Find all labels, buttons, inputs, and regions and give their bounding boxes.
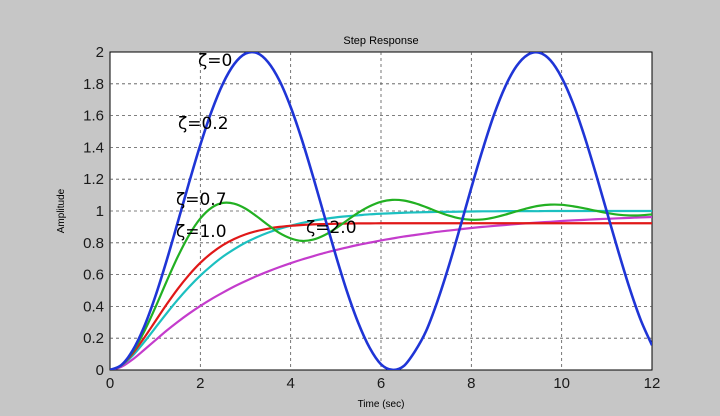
y-tick-label: 1: [96, 203, 104, 220]
annotation-zeta-0.7: ζ=0.7: [176, 190, 227, 210]
y-tick-label: 0.6: [83, 267, 104, 284]
annotation-zeta-0.2: ζ=0.2: [178, 114, 229, 134]
y-tick-label: 1.8: [83, 76, 104, 93]
annotation-zeta-0: ζ=0: [198, 51, 232, 71]
series-line-4: [110, 215, 652, 370]
series-group: [110, 52, 652, 370]
annotation-zeta-1.0: ζ=1.0: [176, 222, 227, 242]
chart-title: Step Response: [343, 35, 418, 47]
y-axis-label: Amplitude: [56, 188, 67, 233]
y-tick-label: 1.6: [83, 108, 104, 125]
tick-labels: 0 2 4 6 8 10 12 0 0.2 0.4 0.6 0.8 1 1.2 1.4 1.6 1.8 2: [83, 44, 660, 392]
curve-annotations: ζ=0 ζ=0.2 ζ=0.7 ζ=1.0 ζ=2.0: [176, 51, 357, 242]
x-tick-label: 2: [196, 375, 204, 392]
y-tick-label: 0.4: [83, 298, 104, 315]
x-tick-label: 8: [467, 375, 475, 392]
series-line-1: [110, 198, 652, 370]
x-tick-label: 6: [377, 375, 385, 392]
x-tick-label: 0: [106, 375, 114, 392]
x-axis-label: Time (sec): [358, 399, 405, 410]
y-tick-label: 2: [96, 44, 104, 61]
series-line-3: [110, 209, 652, 370]
y-tick-label: 1.2: [83, 171, 104, 188]
series-line-0: [110, 52, 652, 370]
x-tick-label: 4: [286, 375, 294, 392]
y-tick-label: 0.2: [83, 330, 104, 347]
series-line-2: [110, 222, 652, 370]
annotation-zeta-2.0: ζ=2.0: [306, 218, 357, 238]
y-tick-label: 1.4: [83, 139, 104, 156]
x-tick-label: 12: [644, 375, 661, 392]
y-tick-label: 0.8: [83, 235, 104, 252]
y-tick-label: 0: [96, 362, 104, 379]
x-tick-label: 10: [553, 375, 570, 392]
